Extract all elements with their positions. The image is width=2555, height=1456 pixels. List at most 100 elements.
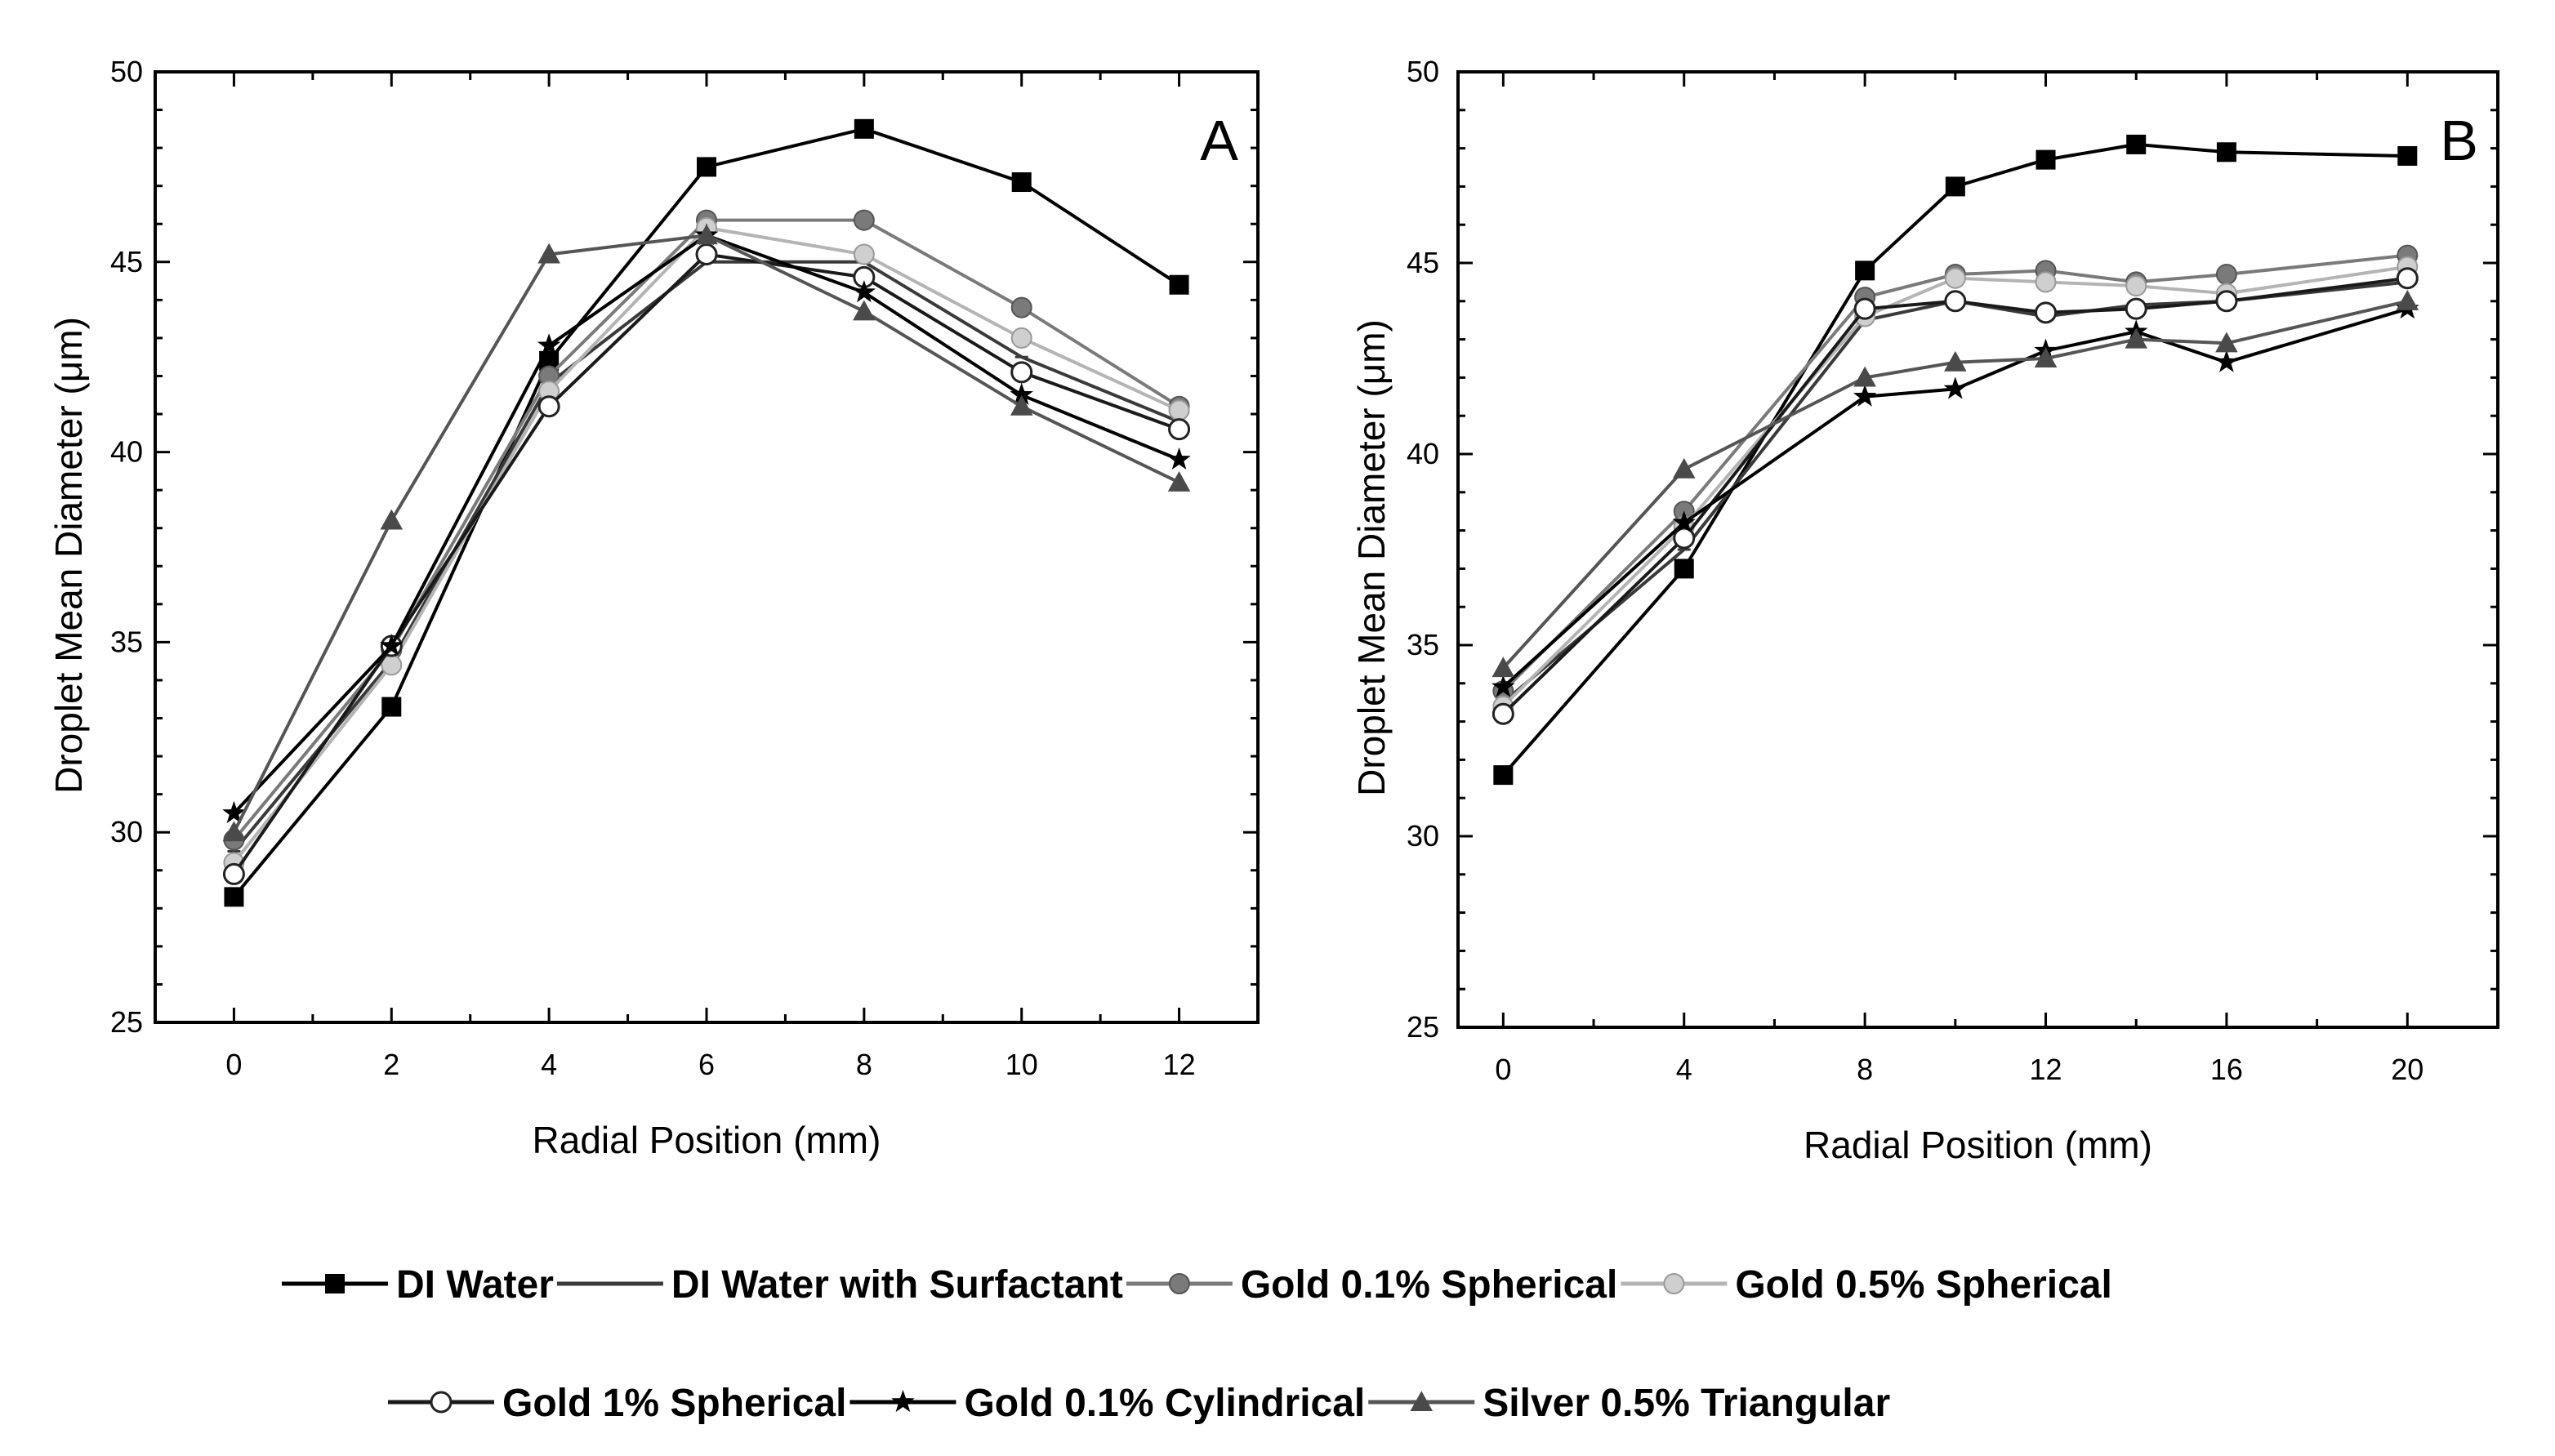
- panel-b-point-di-water: [1674, 559, 1694, 579]
- panel-a-x-tick-label: 6: [698, 1048, 715, 1081]
- panel-b-point-gold-1-spherical: [2396, 267, 2419, 290]
- panel-b-y-axis-title: Droplet Mean Diameter (μm): [1350, 319, 1393, 796]
- legend-item-gold-1-spherical: Gold 1% Spherical: [388, 1382, 846, 1425]
- legend-label-gold-0-1-cylindrical: Gold 0.1% Cylindrical: [964, 1382, 1365, 1425]
- panel-b-y-tick-label: 25: [1407, 1010, 1439, 1044]
- panel-a-x-tick-label: 10: [1006, 1048, 1038, 1081]
- panel-b-x-tick-label: 20: [2391, 1053, 2423, 1086]
- panel-a-point-gold-1-spherical: [1010, 361, 1033, 384]
- panel-a-point-silver-0-5-triangular: [853, 300, 876, 321]
- legend: DI Water DI Water with Surfactant Gold 0.1…: [282, 1263, 2112, 1425]
- panel-b-point-silver-0-5-triangular: [1492, 657, 1515, 678]
- panel-b-line-di-water-with-surfactant: [1502, 280, 2408, 704]
- panel-b-series-di-water-with-surfactant: [1496, 280, 2415, 704]
- panel-b-point-di-water: [2126, 134, 2147, 154]
- legend-marker-gold-0-1-cylindrical: [891, 1390, 915, 1413]
- panel-a-x-tick-label: 4: [541, 1048, 557, 1081]
- legend-item-gold-0-1-spherical: Gold 0.1% Spherical: [1126, 1263, 1617, 1307]
- panel-b-line-di-water: [1501, 142, 2408, 777]
- panel-b-point-gold-0-5-spherical: [2035, 271, 2057, 293]
- panel-b-series-di-water: [1493, 134, 2418, 786]
- panel-b-x-tick-label: 12: [2029, 1053, 2062, 1086]
- panel-b-point-gold-1-spherical: [2035, 301, 2058, 324]
- legend-marker-gold-0-5-spherical: [1663, 1273, 1685, 1294]
- panel-a-y-axis-title: Droplet Mean Diameter (μm): [47, 317, 90, 794]
- legend-label-di-water-with-surfactant: DI Water with Surfactant: [671, 1263, 1123, 1307]
- panel-a-point-di-water: [224, 887, 244, 907]
- panel-b-y-tick-label: 50: [1407, 55, 1439, 88]
- panel-b-point-gold-1-spherical: [1492, 702, 1514, 725]
- panel-a-point-gold-0-1-cylindrical: [537, 333, 561, 356]
- panel-a-point-gold-0-1-spherical: [1010, 296, 1032, 318]
- panel-a-y-tick-label: 50: [110, 55, 143, 88]
- panel-b-point-gold-0-5-spherical: [1944, 267, 1966, 289]
- panel-a-point-gold-0-5-spherical: [1168, 399, 1190, 421]
- legend-label-gold-0-1-spherical: Gold 0.1% Spherical: [1241, 1263, 1617, 1307]
- panel-b-point-silver-0-5-triangular: [2125, 327, 2148, 349]
- panel-b-line-gold-0-5-spherical: [1501, 265, 2408, 708]
- panel-b-point-di-water: [1945, 176, 1965, 197]
- panel-b-series-silver-0-5-triangular: [1492, 290, 2419, 678]
- panel-a-point-gold-1-spherical: [537, 395, 560, 418]
- panel-a-series-gold-0-1-spherical: [223, 209, 1190, 851]
- panel-a-y-tick-label: 30: [110, 815, 143, 848]
- panel-b-point-gold-0-1-cylindrical: [1672, 510, 1696, 533]
- panel-a-point-gold-0-1-cylindrical: [380, 634, 404, 657]
- legend-marker-di-water: [325, 1274, 345, 1293]
- panel-a-point-silver-0-5-triangular: [380, 509, 404, 530]
- panel-b-point-silver-0-5-triangular: [1853, 366, 1876, 387]
- panel-b-point-gold-0-1-spherical: [2215, 264, 2237, 286]
- panel-a-line-gold-0-1-spherical: [232, 218, 1180, 841]
- panel-b-point-silver-0-5-triangular: [2215, 332, 2238, 353]
- panel-a-y-tick-label: 35: [110, 625, 143, 658]
- panel-b-line-silver-0-5-triangular: [1501, 299, 2408, 670]
- legend-item-di-water: DI Water: [282, 1263, 554, 1307]
- panel-a-y-tick-label: 40: [110, 435, 143, 469]
- panel-a-point-di-water: [1169, 274, 1189, 295]
- panel-b-plot: 0 4 8 12 16 20 25 30 35 40 45 50 Radial Position (mm…: [1350, 55, 2499, 1166]
- panel-a-point-silver-0-5-triangular: [1010, 394, 1033, 416]
- panel-b-point-silver-0-5-triangular: [1944, 350, 1967, 372]
- panel-a-point-silver-0-5-triangular: [695, 224, 718, 245]
- panel-b-point-gold-1-spherical: [1853, 297, 1876, 320]
- legend-label-di-water: DI Water: [396, 1263, 554, 1307]
- panel-b-point-gold-1-spherical: [1673, 527, 1696, 550]
- panel-a-point-di-water: [697, 157, 716, 177]
- panel-a-x-tick-label: 0: [225, 1048, 242, 1081]
- panel-a-point-gold-1-spherical: [222, 862, 245, 885]
- panel-a-point-gold-0-1-cylindrical: [1010, 382, 1033, 405]
- panel-b-line-gold-0-1-cylindrical: [1501, 307, 2408, 688]
- panel-a-line-di-water-with-surfactant: [232, 260, 1180, 853]
- panel-a-point-gold-0-1-spherical: [853, 209, 875, 231]
- panel-a-point-di-water: [381, 697, 402, 717]
- panel-a-line-silver-0-5-triangular: [232, 234, 1180, 834]
- panel-b-point-gold-1-spherical: [2215, 290, 2238, 313]
- panel-b-y-tick-label: 30: [1407, 819, 1439, 853]
- legend-item-silver-0-5-triangular: Silver 0.5% Triangular: [1368, 1382, 1890, 1425]
- panel-a-x-tick-label: 2: [383, 1048, 399, 1081]
- panel-b-x-tick-label: 4: [1676, 1053, 1692, 1086]
- panel-b-point-gold-1-spherical: [2125, 297, 2147, 320]
- panel-b-point-silver-0-5-triangular: [2396, 290, 2419, 310]
- panel-a-point-silver-0-5-triangular: [1167, 471, 1191, 492]
- panel-a-plot: 0 2 4 6 8 10 12 25 30 35 40 45 50 Radial Position (mm…: [47, 55, 1260, 1161]
- panel-a-point-gold-0-1-cylindrical: [1167, 447, 1191, 470]
- panel-b-point-gold-0-1-cylindrical: [1943, 376, 1968, 399]
- panel-a-point-silver-0-5-triangular: [537, 243, 560, 264]
- panel-b-point-di-water: [2036, 149, 2056, 170]
- panel-b-y-tick-label: 45: [1407, 246, 1439, 279]
- panel-b-point-silver-0-5-triangular: [1672, 457, 1696, 479]
- panel-a-line-gold-1-spherical: [232, 252, 1180, 875]
- panel-b-line-gold-0-1-spherical: [1501, 253, 2408, 692]
- legend-item-di-water-with-surfactant: DI Water with Surfactant: [556, 1263, 1123, 1307]
- panel-b-x-tick-label: 16: [2210, 1053, 2243, 1086]
- legend-label-gold-1-spherical: Gold 1% Spherical: [502, 1382, 846, 1425]
- panel-a-point-silver-0-5-triangular: [222, 821, 246, 842]
- panel-a-point-di-water: [854, 118, 874, 139]
- panel-a-point-gold-1-spherical: [1168, 418, 1191, 441]
- panel-a-x-tick-label: 12: [1163, 1048, 1196, 1081]
- panel-b-y-tick-label: 35: [1407, 628, 1439, 661]
- legend-item-gold-0-1-cylindrical: Gold 0.1% Cylindrical: [849, 1382, 1365, 1425]
